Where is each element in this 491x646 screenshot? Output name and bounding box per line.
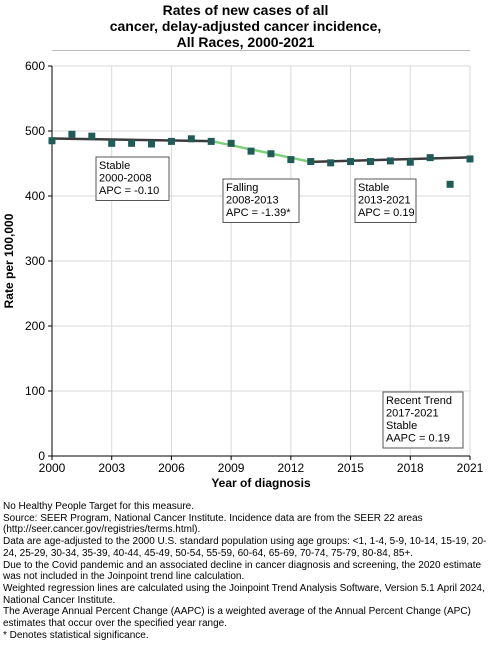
trend-annotation-3-text: 2013-2021 (358, 195, 411, 207)
y-tick-label: 300 (25, 254, 45, 268)
x-tick-label: 2021 (457, 461, 484, 475)
footnotes: No Healthy People Target for this measur… (3, 501, 489, 641)
x-tick-label: 2003 (98, 461, 125, 475)
observed-point (247, 147, 255, 155)
observed-point (88, 132, 96, 140)
y-axis-title: Rate per 100,000 (2, 213, 16, 308)
observed-point (287, 156, 295, 164)
trend-annotation-1-text: Stable (99, 160, 130, 172)
observed-point (128, 139, 136, 147)
trend-annotation-2 (222, 178, 300, 223)
recent-trend-box (382, 391, 464, 449)
observed-point (347, 158, 355, 166)
trend-annotation-1-text: 2000-2008 (99, 173, 152, 185)
observed-point (227, 139, 235, 147)
footnote-age-adjustment: Data are age-adjusted to the 2000 U.S. s… (3, 536, 487, 559)
footnote-regression: Weighted regression lines are calculated… (3, 582, 485, 606)
y-tick-label: 500 (25, 124, 45, 138)
observed-point (148, 140, 156, 148)
x-tick-label: 2000 (39, 461, 66, 475)
trend-annotation-3-text: Stable (358, 182, 389, 194)
chart-title: Rates of new cases of all cancer, delay-… (0, 2, 491, 50)
footnote-significance: * Denotes statistical significance. (3, 629, 149, 641)
title-line-3: All Races, 2000-2021 (176, 34, 315, 50)
observed-point (327, 159, 335, 167)
footnote-healthy-people: No Healthy People Target for this measur… (3, 501, 195, 512)
footnote-aapc: The Average Annual Percent Change (AAPC)… (3, 606, 471, 630)
x-tick-label: 2009 (218, 461, 245, 475)
y-tick-label: 600 (25, 59, 45, 73)
observed-point (48, 137, 56, 145)
x-tick-label: 2012 (278, 461, 305, 475)
observed-point (386, 157, 394, 165)
observed-point (307, 158, 315, 166)
footnote-source: Source: SEER Program, National Cancer In… (3, 512, 423, 536)
title-line-2: cancer, delay-adjusted cancer incidence, (109, 18, 382, 34)
incidence-chart: 0 100 200 300 400 500 600 2000 2003 2006 2009 2012 2… (2, 59, 484, 490)
observed-point (167, 137, 175, 145)
trend-line-segment (209, 139, 313, 164)
observed-point (187, 135, 195, 143)
title-line-1: Rates of new cases of all (162, 2, 329, 18)
recent-trend-box-text: AAPC = 0.19 (386, 433, 450, 445)
y-tick-label: 100 (25, 384, 45, 398)
x-tick-label: 2018 (397, 461, 424, 475)
y-tick-label: 0 (38, 449, 45, 463)
y-tick-label: 400 (25, 189, 45, 203)
observed-point (466, 155, 474, 163)
x-tick-label: 2015 (337, 461, 364, 475)
trend-annotation-1 (95, 156, 170, 201)
observed-point (426, 154, 434, 162)
observed-point (366, 158, 374, 166)
trend-annotation-2-text: Falling (226, 182, 258, 194)
recent-trend-box-text: 2017-2021 (386, 408, 439, 420)
trend-annotation-2-text: APC = -1.39* (226, 207, 291, 219)
footnote-covid: Due to the Covid pandemic and an associa… (3, 559, 482, 583)
y-tick-label: 200 (25, 319, 45, 333)
x-axis-title: Year of diagnosis (211, 476, 311, 490)
observed-point (446, 180, 454, 188)
observed-point (68, 130, 76, 138)
observed-point (207, 137, 215, 145)
trend-annotation-1-text: APC = -0.10 (99, 185, 159, 197)
observed-point (406, 158, 414, 166)
recent-trend-box-text: Recent Trend (386, 395, 452, 407)
trend-line-segment (50, 137, 213, 143)
trend-annotation-3-text: APC = 0.19 (358, 207, 415, 219)
x-tick-label: 2006 (158, 461, 185, 475)
observed-point (267, 150, 275, 158)
trend-annotation-3 (354, 178, 417, 223)
trend-annotation-2-text: 2008-2013 (226, 195, 279, 207)
observed-point (108, 139, 116, 147)
recent-trend-box-text: Stable (386, 420, 417, 432)
title-divider (52, 50, 470, 51)
